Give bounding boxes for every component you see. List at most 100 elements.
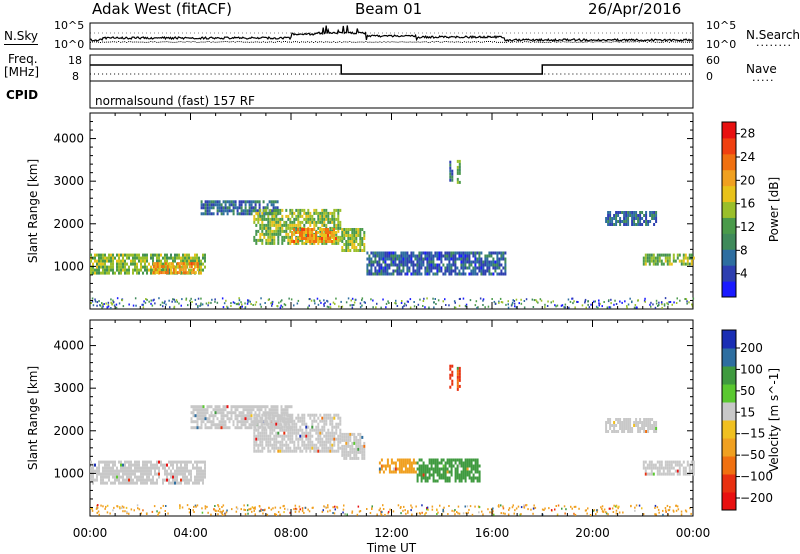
nave-dot [644, 73, 646, 75]
freq-label: Freq. [8, 52, 38, 66]
velocity-region-1 [190, 405, 293, 430]
nsearch-dot [156, 41, 158, 43]
nsearch-dot [652, 41, 654, 43]
nsearch-dot [96, 41, 97, 43]
nave-dot [122, 73, 124, 75]
power-region-7 [605, 211, 658, 226]
nave-dot [90, 73, 91, 75]
power-colorbar-swatch [722, 201, 736, 218]
nsearch-dot [508, 41, 510, 43]
power-colorbar-tick-label: 20 [740, 173, 755, 187]
nave-dot [508, 73, 510, 75]
nsearch-dot [608, 41, 610, 43]
velocity-colorbar-frame [721, 329, 737, 511]
nave-dot [170, 73, 172, 75]
nsearch-dot [685, 41, 686, 43]
nsearch-dot [128, 41, 130, 43]
nsearch-dot [270, 41, 272, 43]
power-region-4 [291, 228, 337, 243]
nsearch-dot [206, 41, 208, 43]
nsearch-dot [92, 41, 93, 43]
nsearch-dot [407, 41, 409, 43]
nsearch-dot [680, 41, 682, 43]
nsearch-dot [262, 41, 264, 43]
nsearch-dot [648, 41, 650, 42]
nsearch-dot [144, 41, 146, 43]
nsearch-dot [162, 41, 164, 43]
nave-dot [540, 73, 542, 75]
nave-dot [548, 73, 550, 75]
nsearch-dot [528, 41, 530, 43]
nsearch-dot [218, 41, 220, 43]
nsearch-dot [646, 41, 648, 43]
nsearch-dot [488, 41, 489, 42]
nave-dot [415, 73, 417, 75]
nave-dot [656, 73, 658, 75]
nsky-tick-bottom: 10^0 [54, 38, 85, 51]
nsearch-dot [620, 41, 622, 43]
nave-dot [616, 73, 618, 75]
nsearch-dot [496, 41, 497, 43]
nsearch-dot [481, 41, 483, 43]
nave-dot [512, 73, 514, 75]
nsearch-dot [542, 42, 544, 43]
nsearch-dot [588, 41, 590, 42]
nsearch-dot [530, 41, 532, 43]
nsearch-dot [566, 41, 568, 43]
power-colorbar-swatch [722, 281, 736, 298]
nave-dot [689, 73, 690, 75]
nsearch-dot [564, 41, 566, 43]
nave-dot [608, 73, 610, 75]
nave-dot [94, 73, 95, 75]
nsearch-dot [305, 41, 307, 43]
nave-dot [500, 73, 501, 75]
nsearch-dot [638, 41, 640, 43]
nave-dot [319, 73, 321, 75]
nsearch-dot [132, 41, 134, 43]
nsearch-dot [321, 41, 323, 43]
nsearch-dot [242, 41, 244, 43]
nave-dot [383, 73, 385, 75]
nave-dot [230, 73, 232, 75]
nsearch-dot [443, 41, 445, 43]
nsearch-dot [598, 41, 600, 43]
nave-dot [283, 73, 284, 75]
nsearch-dot [266, 41, 268, 43]
nsearch-dot [250, 41, 252, 43]
nave-dot [419, 73, 421, 75]
nsearch-dot [471, 41, 473, 43]
velocity-colorbar-tick-label: −200 [740, 491, 773, 505]
nave-dot [556, 73, 558, 75]
time-tick-label: 08:00 [274, 526, 309, 540]
power-region-5 [341, 228, 366, 252]
nsearch-dot [377, 41, 379, 43]
nave-dot [118, 73, 120, 75]
nsearch-dot [210, 41, 212, 43]
nave-dot [600, 73, 602, 75]
nsearch-dot [94, 41, 95, 43]
time-tick-label: 00:00 [676, 526, 711, 540]
nsearch-dot [506, 41, 508, 43]
nsearch-dot [252, 41, 254, 43]
freq-tick-top: 18 [68, 54, 82, 67]
nave-dot [270, 73, 272, 75]
nsearch-dot [361, 41, 363, 43]
power-colorbar-tick-label: 16 [740, 197, 755, 211]
nave-dot [680, 73, 682, 75]
nsearch-dot [114, 41, 116, 43]
nsearch-dot [323, 41, 325, 43]
nsearch-dot [307, 41, 309, 43]
nave-dot [343, 73, 345, 75]
nsearch-dot [238, 41, 240, 43]
power-ytick-label: 4000 [53, 132, 84, 146]
nsearch-dot [492, 41, 493, 43]
nsearch-dot [556, 41, 558, 43]
nsearch-dot [668, 41, 670, 43]
frequency-line [90, 64, 693, 75]
nsearch-dot [138, 41, 140, 43]
nave-dot [258, 73, 260, 75]
nsearch-dot [122, 41, 124, 43]
nave-dot [367, 73, 369, 75]
velocity-colorbar-swatch [722, 384, 736, 403]
nsearch-dot [431, 41, 433, 42]
